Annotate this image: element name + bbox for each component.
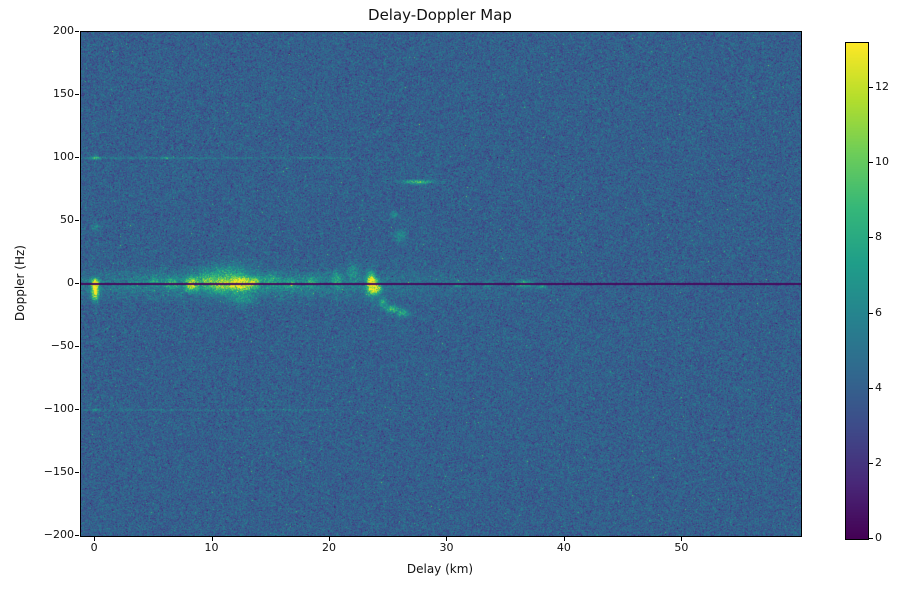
x-tick-mark [211, 537, 213, 541]
y-tick-mark [75, 472, 79, 473]
colorbar [845, 42, 869, 540]
colorbar-tick-label: 4 [875, 380, 882, 394]
y-tick-mark [75, 409, 79, 410]
x-tick-label: 0 [90, 541, 98, 554]
colorbar-tick-label: 12 [875, 80, 889, 94]
x-tick-label: 10 [204, 541, 219, 554]
x-tick-mark [94, 537, 96, 541]
x-axis-label: Delay (km) [406, 562, 474, 576]
heatmap-canvas [81, 32, 801, 536]
y-tick-mark [75, 283, 79, 284]
colorbar-tick-label: 10 [875, 155, 889, 169]
colorbar-tick-mark [869, 538, 873, 539]
colorbar-tick-mark [869, 462, 873, 464]
y-axis-label: Doppler (Hz) [13, 245, 27, 321]
colorbar-tick-mark [869, 237, 873, 239]
colorbar-gradient [846, 43, 868, 539]
colorbar-tick-label: 6 [875, 305, 882, 319]
x-tick-label: 40 [556, 541, 571, 554]
x-tick-mark [681, 537, 683, 541]
x-tick-label: 20 [322, 541, 336, 554]
y-tick-label: 150 [53, 87, 74, 100]
colorbar-tick-mark [869, 87, 873, 89]
plot-area [80, 31, 802, 537]
colorbar-tick-mark [869, 162, 873, 164]
y-tick-label: 100 [53, 150, 74, 163]
colorbar-tick-mark [869, 312, 873, 314]
y-tick-mark [75, 157, 79, 158]
y-tick-label: −200 [43, 528, 74, 541]
y-tick-label: −50 [50, 339, 74, 352]
y-tick-mark [75, 94, 79, 95]
y-tick-mark [75, 31, 79, 32]
y-tick-label: 50 [60, 213, 74, 226]
x-tick-mark [563, 537, 565, 541]
colorbar-tick-label: 2 [875, 455, 882, 469]
y-tick-mark [75, 220, 79, 221]
y-tick-label: −100 [43, 402, 74, 415]
colorbar-tick-label: 0 [875, 531, 882, 544]
x-tick-label: 50 [674, 541, 689, 554]
colorbar-tick-label: 8 [875, 230, 882, 244]
x-tick-mark [446, 537, 448, 541]
y-tick-label: 0 [67, 276, 74, 289]
x-tick-label: 30 [439, 541, 454, 554]
y-tick-mark [75, 346, 79, 347]
colorbar-tick-mark [869, 387, 873, 389]
y-tick-label: 200 [53, 24, 74, 37]
y-tick-label: −150 [43, 465, 74, 478]
chart-title: Delay-Doppler Map [368, 6, 512, 24]
x-tick-mark [329, 537, 330, 541]
y-tick-mark [75, 535, 79, 536]
